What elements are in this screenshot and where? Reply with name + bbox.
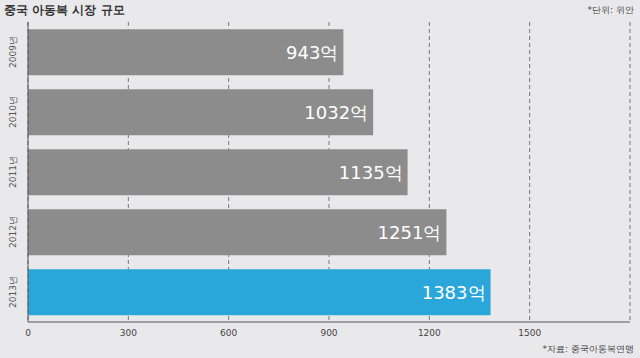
svg-text:1200: 1200 [418,328,441,338]
html-text:중국 아동복 시장 규모: 중국 아동복 시장 규모 [4,3,125,17]
html-text:*단위: 위안: *단위: 위안 [587,5,634,15]
svg-text:2012년: 2012년 [8,216,18,248]
svg-text:943억: 943억 [286,42,338,63]
svg-text:1500: 1500 [518,328,541,338]
html-text:*자료: 중국아동복연맹: *자료: 중국아동복연맹 [542,344,634,354]
svg-text:1383억: 1383억 [422,282,486,303]
svg-text:2011년: 2011년 [8,156,18,188]
svg-text:900: 900 [320,328,337,338]
svg-text:2009년: 2009년 [8,36,18,68]
svg-text:1032억: 1032억 [304,102,368,123]
svg-text:0: 0 [25,328,31,338]
svg-text:300: 300 [120,328,137,338]
svg-text:2010년: 2010년 [8,96,18,128]
svg-text:600: 600 [220,328,237,338]
svg-text:1251억: 1251억 [378,222,442,243]
svg-text:1135억: 1135억 [339,162,403,183]
svg-text:2013년: 2013년 [8,276,18,308]
